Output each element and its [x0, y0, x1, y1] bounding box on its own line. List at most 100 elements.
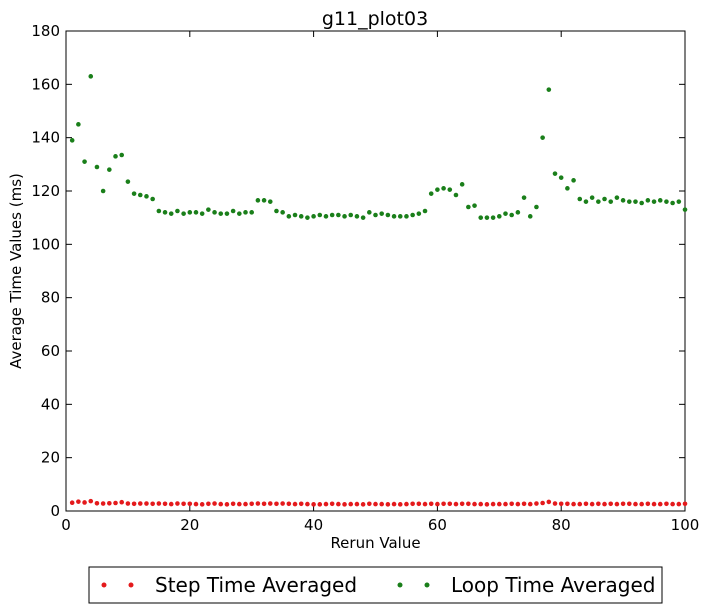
point-series-0-42: [323, 501, 329, 507]
point-series-0-16: [162, 501, 168, 507]
point-series-0-82: [571, 501, 576, 507]
point-series-1-33: [267, 199, 273, 204]
point-series-1-18: [175, 208, 180, 214]
point-series-1-37: [292, 212, 298, 218]
plot-frame: [65, 30, 686, 512]
point-series-1-24: [212, 210, 217, 215]
point-series-0-45: [342, 502, 347, 507]
point-series-0-90: [620, 501, 626, 507]
point-series-0-85: [589, 501, 595, 507]
point-series-1-89: [614, 195, 620, 200]
y-tick-label-0: 0: [50, 502, 60, 520]
point-series-1-13: [144, 194, 149, 199]
point-series-1-4: [88, 74, 94, 79]
point-series-0-83: [577, 501, 583, 507]
point-series-1-92: [633, 199, 638, 204]
point-series-1-87: [602, 196, 607, 202]
point-series-1-54: [397, 214, 403, 219]
point-series-1-21: [193, 210, 199, 215]
point-series-0-89: [614, 501, 620, 507]
point-series-1-80: [558, 175, 564, 180]
point-series-0-30: [249, 501, 254, 507]
point-series-1-81: [565, 186, 570, 191]
point-series-1-9: [119, 152, 125, 158]
point-series-1-50: [373, 212, 378, 218]
point-series-0-40: [311, 502, 316, 507]
point-series-0-26: [224, 502, 230, 507]
point-series-0-74: [521, 501, 527, 507]
y-tick-label-120: 120: [31, 182, 60, 200]
y-tick-label-160: 160: [31, 75, 60, 93]
point-series-1-5: [94, 164, 100, 170]
point-series-1-22: [199, 211, 205, 216]
point-series-1-25: [218, 211, 224, 216]
point-series-0-62: [447, 501, 453, 507]
point-series-0-71: [503, 501, 508, 507]
point-series-0-2: [76, 499, 81, 504]
point-series-0-48: [360, 502, 366, 507]
point-series-0-27: [230, 501, 236, 507]
point-series-1-69: [490, 215, 496, 220]
point-series-0-65: [466, 501, 471, 507]
point-series-1-35: [280, 210, 285, 215]
point-series-0-11: [131, 501, 137, 507]
point-series-0-98: [670, 501, 675, 507]
y-tick-label-80: 80: [41, 289, 60, 307]
point-series-0-19: [181, 501, 186, 507]
point-series-0-41: [317, 502, 323, 507]
chart-title: g11_plot03: [322, 8, 428, 30]
point-series-0-29: [243, 501, 248, 507]
point-series-1-53: [391, 214, 397, 219]
data-points: [69, 74, 688, 507]
point-series-1-98: [670, 200, 675, 206]
point-series-0-75: [527, 501, 533, 507]
point-series-1-34: [274, 208, 279, 214]
point-series-0-8: [113, 500, 118, 506]
point-series-1-6: [100, 188, 106, 194]
point-series-0-4: [88, 498, 94, 504]
point-series-1-96: [657, 198, 663, 203]
point-series-1-16: [162, 210, 168, 215]
point-series-1-79: [552, 171, 558, 176]
point-series-0-15: [156, 501, 162, 506]
point-series-0-64: [459, 501, 465, 507]
point-series-1-42: [323, 214, 329, 219]
point-series-1-26: [224, 211, 230, 216]
point-series-0-59: [428, 501, 434, 507]
point-series-0-7: [107, 500, 112, 506]
point-series-0-92: [633, 501, 638, 507]
point-series-0-10: [125, 501, 131, 506]
point-series-1-67: [478, 215, 484, 220]
point-series-0-87: [602, 501, 607, 507]
point-series-1-8: [113, 154, 118, 159]
point-series-0-46: [348, 501, 354, 507]
point-series-0-33: [267, 501, 273, 506]
point-series-1-32: [261, 198, 267, 203]
point-series-0-96: [657, 501, 663, 507]
point-series-1-62: [447, 187, 453, 192]
point-series-0-13: [144, 501, 149, 506]
point-series-1-76: [534, 204, 539, 210]
point-series-0-9: [119, 499, 125, 505]
point-series-1-43: [329, 212, 335, 218]
point-series-0-60: [435, 501, 440, 507]
point-series-0-49: [367, 501, 372, 507]
point-series-0-3: [82, 500, 87, 505]
point-series-1-84: [583, 199, 589, 204]
point-series-1-95: [651, 199, 657, 204]
point-series-1-100: [682, 207, 688, 212]
point-series-1-7: [107, 167, 112, 172]
point-series-0-72: [509, 501, 514, 507]
point-series-0-52: [385, 502, 391, 507]
x-tick-label-20: 20: [180, 516, 199, 534]
point-series-0-76: [534, 501, 539, 506]
point-series-1-63: [453, 192, 459, 198]
x-axis-label: Rerun Value: [330, 534, 420, 552]
point-series-0-69: [490, 501, 496, 507]
y-axis-label: Average Time Values (ms): [7, 173, 25, 369]
point-series-1-70: [497, 214, 502, 219]
point-series-0-61: [441, 501, 446, 507]
point-series-0-88: [608, 501, 614, 507]
point-series-1-46: [348, 212, 354, 218]
